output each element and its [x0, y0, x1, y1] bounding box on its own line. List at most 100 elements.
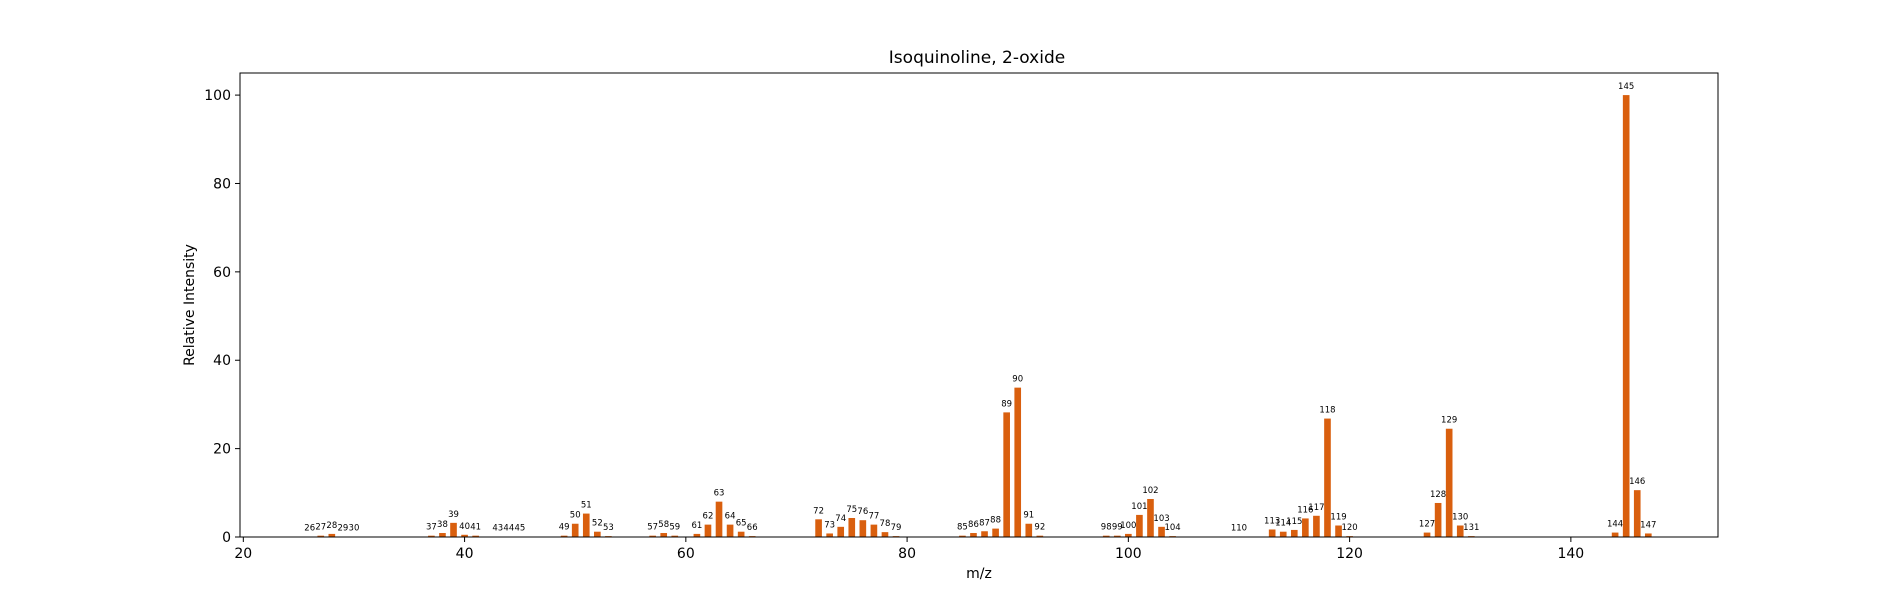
- peak-bar: [1158, 526, 1165, 537]
- peak-bar: [815, 519, 822, 537]
- peak-label: 127: [1419, 520, 1435, 530]
- peak-bar: [826, 533, 833, 537]
- peak-label: 98: [1101, 523, 1112, 533]
- x-tick-label: 80: [898, 546, 916, 562]
- peak-label: 51: [581, 501, 592, 511]
- peak-label: 58: [658, 520, 669, 530]
- peak-bar: [970, 533, 977, 537]
- peak-label: 88: [990, 516, 1001, 526]
- peak-bar: [450, 522, 457, 537]
- peak-label: 115: [1286, 517, 1302, 527]
- peak-bar: [649, 535, 656, 537]
- peak-label: 103: [1153, 514, 1169, 524]
- peak-label: 87: [979, 518, 990, 528]
- peak-label: 44: [503, 524, 514, 534]
- peak-label: 45: [514, 524, 525, 534]
- peak-label: 145: [1618, 82, 1634, 92]
- peak-bar: [1644, 533, 1652, 537]
- peak-label: 102: [1142, 486, 1158, 496]
- peak-bar: [1313, 515, 1320, 537]
- peak-label: 101: [1131, 502, 1147, 512]
- peak-bar: [704, 524, 712, 537]
- peak-bar: [594, 531, 601, 537]
- peak-label: 89: [1001, 399, 1012, 409]
- x-tick-label: 20: [234, 546, 252, 562]
- x-tick-label: 60: [677, 546, 695, 562]
- peak-label: 117: [1308, 503, 1324, 513]
- x-tick-label: 140: [1557, 546, 1584, 562]
- peak-bar: [472, 535, 479, 537]
- peak-label: 49: [559, 523, 570, 533]
- peak-bar: [715, 501, 723, 537]
- y-axis-label: Relative Intensity: [182, 244, 198, 366]
- chart-title: Isoquinoline, 2-oxide: [889, 48, 1065, 68]
- peak-bar: [737, 531, 745, 537]
- peak-label: 39: [448, 510, 459, 520]
- peak-bar: [981, 531, 988, 537]
- peak-label: 146: [1629, 477, 1645, 487]
- peak-bar: [1445, 428, 1453, 537]
- peak-bar: [837, 526, 845, 537]
- x-tick-label: 100: [1115, 546, 1142, 562]
- peak-label: 30: [349, 524, 360, 534]
- peak-label: 57: [647, 523, 658, 533]
- peak-label: 74: [835, 514, 846, 524]
- y-tick-label: 20: [213, 442, 231, 458]
- x-axis-ticks: 20 40 60 80 100 120 140: [234, 537, 1584, 562]
- peak-label: 53: [603, 523, 614, 533]
- peak-bar: [1102, 535, 1110, 537]
- peak-bar: [560, 535, 568, 537]
- peak-bar: [726, 524, 734, 537]
- peak-bar: [848, 517, 856, 537]
- peak-label: 72: [813, 506, 824, 516]
- peak-bar: [1434, 502, 1442, 537]
- peak-bar: [671, 535, 679, 537]
- peak-bar: [660, 533, 668, 537]
- peak-label: 116: [1297, 505, 1313, 515]
- y-tick-label: 40: [213, 353, 231, 369]
- peak-bar: [1014, 387, 1022, 537]
- peak-bar: [1125, 533, 1132, 537]
- peak-label: 91: [1023, 511, 1034, 521]
- peak-bar: [439, 533, 446, 537]
- peak-label: 29: [337, 524, 348, 534]
- peak-label: 119: [1330, 513, 1346, 523]
- peak-label: 66: [747, 523, 758, 533]
- peak-label: 61: [691, 521, 702, 531]
- peak-label: 26: [304, 524, 315, 534]
- peak-bar: [1302, 518, 1309, 537]
- peak-bar: [1423, 532, 1431, 537]
- peak-label: 131: [1463, 523, 1479, 533]
- peak-label: 76: [857, 507, 868, 517]
- peak-bar: [959, 535, 966, 537]
- peak-bar: [1147, 498, 1154, 537]
- peak-label: 63: [714, 489, 725, 499]
- plot-frame: [239, 72, 1719, 538]
- peak-label: 130: [1452, 513, 1468, 523]
- peak-label: 114: [1275, 519, 1291, 529]
- peak-bar: [992, 528, 999, 537]
- y-axis-ticks: 0 20 40 60 80 100: [204, 88, 240, 546]
- peak-label: 28: [326, 521, 337, 531]
- peak-bar: [461, 534, 468, 537]
- peak-label: 90: [1012, 375, 1023, 385]
- y-tick-label: 100: [204, 88, 231, 104]
- peak-label: 128: [1430, 490, 1446, 500]
- peak-label: 43: [492, 524, 503, 534]
- peak-label: 40: [459, 522, 470, 532]
- peak-label: 79: [891, 523, 902, 533]
- peak-label: 41: [470, 523, 481, 533]
- peak-bar: [693, 533, 701, 537]
- x-tick-label: 40: [456, 546, 474, 562]
- peak-label: 64: [725, 512, 736, 522]
- peak-label: 62: [703, 512, 714, 522]
- peak-label: 110: [1231, 524, 1247, 534]
- x-axis-label: m/z: [966, 566, 992, 582]
- peak-label: 50: [570, 511, 581, 521]
- peak-bar: [1335, 525, 1342, 537]
- peak-bar: [1136, 514, 1143, 537]
- peak-bar: [1324, 418, 1331, 537]
- peak-label: 100: [1120, 521, 1136, 531]
- peak-bar: [582, 513, 590, 537]
- peak-bar: [881, 532, 889, 537]
